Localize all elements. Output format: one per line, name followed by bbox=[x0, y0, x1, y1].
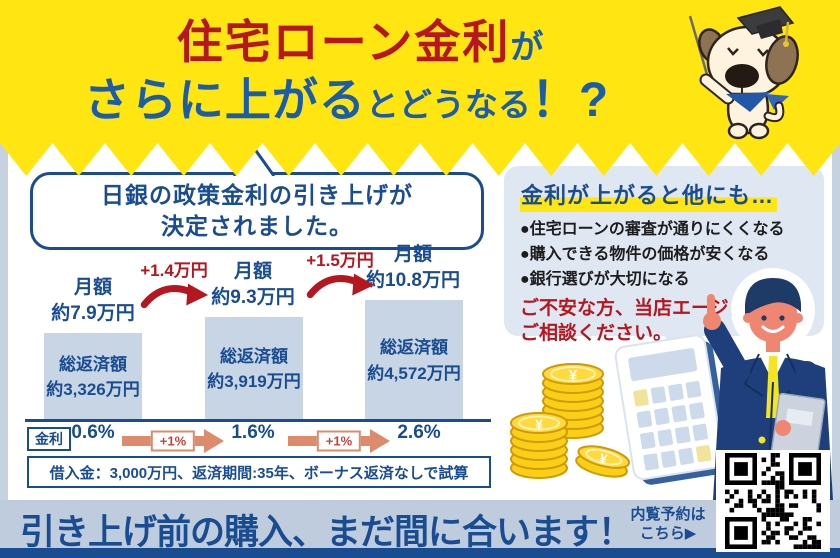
rate-step-arrow-1: +1% bbox=[122, 429, 224, 453]
rate-step-arrow-2: +1% bbox=[288, 429, 390, 453]
bar2-total-repayment: 総返済額 約3,919万円 bbox=[205, 317, 303, 421]
headline-main: 住宅ローン金利 bbox=[176, 16, 511, 68]
headline-line2-main: さらに上がる bbox=[83, 74, 366, 126]
increase-arrow-icon bbox=[306, 273, 375, 299]
increase-arrow-icon bbox=[140, 283, 209, 309]
increase-annotation-2: +1.5万円 bbox=[300, 246, 380, 304]
headline-line1: 住宅ローン金利が bbox=[60, 6, 660, 72]
footer-headline: 引き上げ前の購入、まだ間に合います！ bbox=[20, 513, 633, 552]
bar2-monthly-label: 月額 約9.3万円 bbox=[211, 261, 295, 308]
rate-axis-label: 金利 bbox=[27, 427, 71, 451]
rate-value-3: 2.6% bbox=[397, 422, 441, 443]
bottom-strip bbox=[0, 548, 840, 558]
announcement-line1: 日銀の政策金利の引き上げが bbox=[101, 181, 413, 208]
headline-line2-mid: とどうなる bbox=[365, 86, 531, 123]
bullet-item: ●住宅ローンの審査が通りにくくなる bbox=[520, 221, 785, 238]
bullet-item: ●購入できる物件の価格が安くなる bbox=[520, 245, 770, 263]
svg-text:¥: ¥ bbox=[535, 416, 543, 432]
qr-code[interactable] bbox=[716, 450, 830, 552]
header-banner: 住宅ローン金利が さらに上がるとどうなる！? bbox=[0, 0, 840, 176]
svg-text:¥: ¥ bbox=[598, 450, 609, 466]
reservation-cta[interactable]: 内覧予約は こちら▶ bbox=[630, 506, 706, 542]
simulation-conditions-note: 借入金：3,000万円、返済期間:35年、ボーナス返済なしで試算 bbox=[27, 456, 491, 488]
announcement-bubble: 日銀の政策金利の引き上げが 決定されました。 bbox=[30, 172, 484, 250]
bullet-item: ●銀行選びが大切になる bbox=[520, 270, 690, 288]
rate-value-1: 0.6% bbox=[71, 422, 115, 443]
bar3-monthly-label: 月額 約10.8万円 bbox=[366, 244, 460, 291]
bar3-total-repayment: 総返済額 約4,572万円 bbox=[365, 300, 463, 421]
side-panel-title: 金利が上がると他にも… bbox=[520, 178, 778, 212]
chart-baseline bbox=[25, 419, 491, 422]
rate-step-badge: +1% bbox=[150, 430, 196, 452]
increase-annotation-1: +1.4万円 bbox=[134, 256, 214, 314]
bar1-monthly-label: 月額 約7.9万円 bbox=[51, 277, 135, 324]
dog-mascot-illustration bbox=[688, 6, 799, 140]
yen-coins-illustration: ¥ ¥ ¥ bbox=[510, 363, 631, 479]
announcement-line2: 決定されました。 bbox=[161, 213, 353, 239]
headline-suffix: が bbox=[510, 28, 544, 65]
footer-banner: 引き上げ前の購入、まだ間に合います！ 内覧予約は こちら▶ bbox=[0, 500, 840, 552]
headline-line2: さらに上がるとどうなる！? bbox=[6, 60, 686, 130]
rate-value-2: 1.6% bbox=[231, 422, 275, 443]
bar1-total-repayment: 総返済額 約3,326万円 bbox=[44, 333, 142, 421]
headline-line2-punct: ！? bbox=[530, 74, 609, 127]
rate-step-badge: +1% bbox=[316, 430, 362, 452]
side-panel-bullet-list: ●住宅ローンの審査が通りにくくなる ●購入できる物件の価格が安くなる ●銀行選び… bbox=[520, 218, 808, 292]
svg-text:¥: ¥ bbox=[569, 367, 578, 384]
calculator-illustration bbox=[614, 334, 730, 485]
